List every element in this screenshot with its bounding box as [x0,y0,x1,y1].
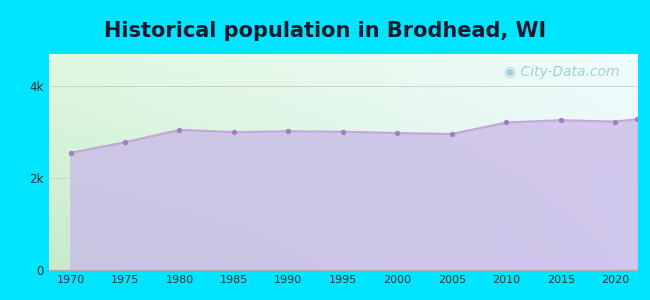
Point [337,129,348,134]
Point [632,117,642,122]
Point [556,118,566,123]
Point [501,120,512,125]
Point [174,128,185,132]
Text: Historical population in Brodhead, WI: Historical population in Brodhead, WI [104,21,546,41]
Point [392,130,402,135]
Point [447,132,457,136]
Point [66,150,76,155]
Point [283,129,294,134]
Text: ◉ City-Data.com: ◉ City-Data.com [504,65,619,79]
Point [120,140,130,145]
Point [610,119,620,124]
Point [229,130,239,134]
